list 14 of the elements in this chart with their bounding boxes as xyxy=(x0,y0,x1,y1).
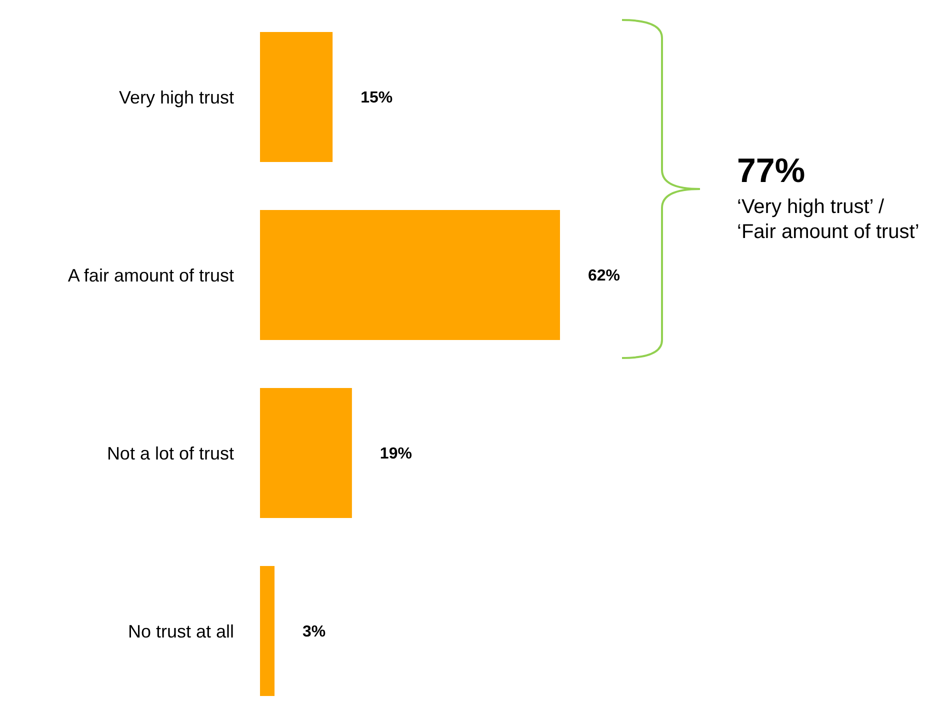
data-label: 19% xyxy=(380,446,412,463)
data-label: 62% xyxy=(588,268,620,285)
bar xyxy=(260,32,333,162)
bar xyxy=(260,210,560,340)
bar xyxy=(260,566,275,696)
text: 77% xyxy=(737,152,806,191)
y-tick-label: No trust at all xyxy=(128,621,234,642)
text: ‘Very high trust’ / ‘Fair amount of trust’ xyxy=(737,195,920,245)
data-label: 3% xyxy=(302,624,326,641)
y-tick-label: A fair amount of trust xyxy=(68,265,234,286)
bar xyxy=(260,388,352,518)
y-tick-label: Very high trust xyxy=(118,87,234,108)
data-label: 15% xyxy=(360,90,393,107)
y-tick-label: Not a lot of trust xyxy=(106,443,234,464)
